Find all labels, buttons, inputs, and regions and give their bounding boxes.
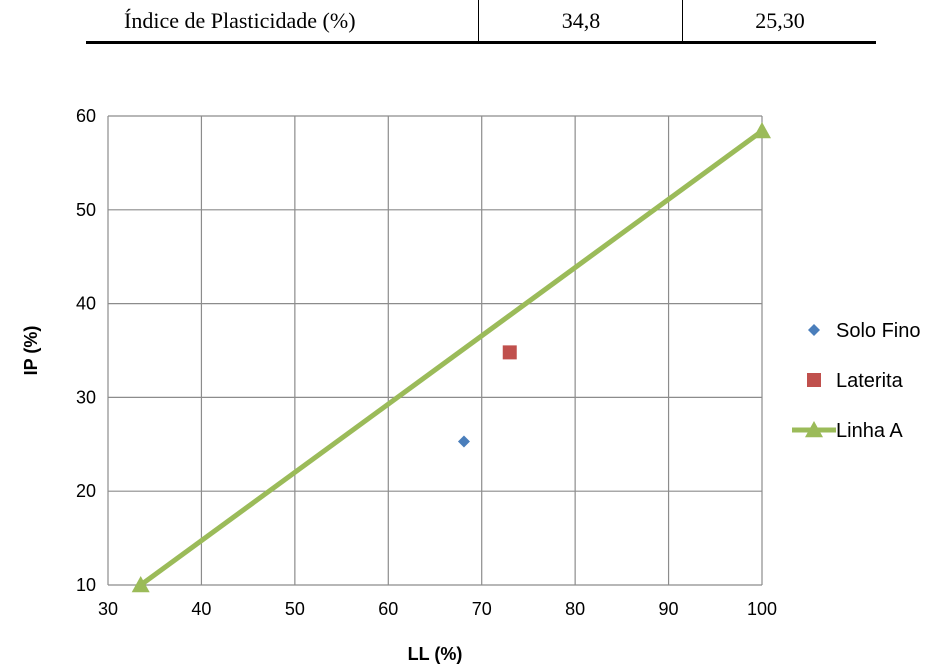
x-tick-label: 100 (747, 599, 777, 619)
table-row-label: Índice de Plasticidade (%) (124, 8, 356, 33)
legend-label: Linha A (836, 420, 903, 442)
series-linha-a (131, 122, 771, 593)
series-laterita (502, 345, 517, 360)
series-solo-fino (457, 435, 470, 448)
legend-item: Linha A (792, 420, 903, 442)
data-point (131, 576, 150, 593)
x-axis-label: LL (%) (408, 644, 463, 664)
legend-swatch-marker (808, 324, 820, 336)
y-tick-label: 30 (76, 387, 96, 407)
data-point (753, 122, 771, 139)
legend-swatch-marker (807, 373, 821, 387)
legend-item: Laterita (807, 370, 904, 392)
x-tick-label: 90 (659, 599, 679, 619)
properties-table-row: Índice de Plasticidade (%) 34,8 25,30 (86, 0, 876, 44)
x-tick-label: 40 (191, 599, 211, 619)
y-tick-label: 60 (76, 106, 96, 126)
x-tick-label: 60 (378, 599, 398, 619)
chart-legend: Solo Fino Laterita Linha A (792, 320, 921, 442)
y-tick-label: 10 (76, 575, 96, 595)
legend-swatch-marker (805, 421, 823, 438)
legend-item: Solo Fino (808, 320, 921, 342)
data-point (502, 345, 517, 360)
legend-label: Laterita (836, 370, 904, 392)
y-tick-label: 40 (76, 294, 96, 314)
y-tick-label: 20 (76, 481, 96, 501)
chart-series (131, 122, 771, 593)
chart-grid (107, 115, 763, 586)
x-tick-label: 30 (98, 599, 118, 619)
table-cell-value-1: 34,8 (478, 0, 683, 41)
table-cell-value-2: 25,30 (682, 0, 877, 41)
chart-tick-labels: 30 40 50 60 70 80 90 100 10 20 30 40 50 60 (76, 106, 777, 619)
x-tick-label: 70 (472, 599, 492, 619)
y-tick-label: 50 (76, 200, 96, 220)
x-tick-label: 50 (285, 599, 305, 619)
data-point (457, 435, 470, 448)
y-axis-label: IP (%) (21, 326, 41, 376)
legend-label: Solo Fino (836, 320, 921, 342)
x-tick-label: 80 (565, 599, 585, 619)
series-line (139, 128, 764, 588)
